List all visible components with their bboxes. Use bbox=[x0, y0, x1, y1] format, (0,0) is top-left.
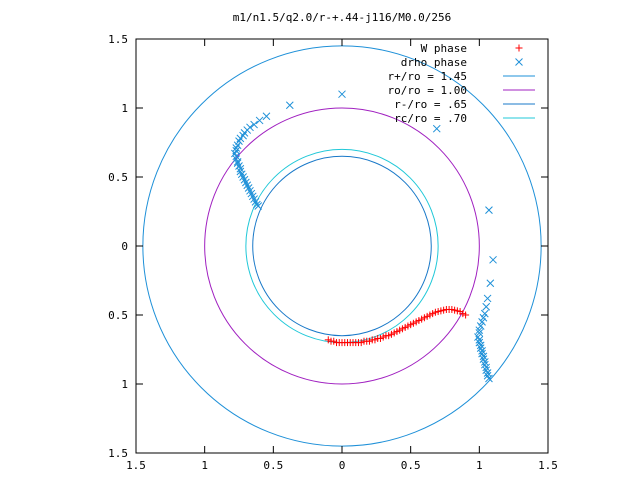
drho-phase-point bbox=[262, 112, 271, 121]
x-tick-label: 1.5 bbox=[126, 459, 146, 472]
chart-title: m1/n1.5/q2.0/r-+.44-j116/M0.0/256 bbox=[233, 11, 452, 24]
drho-phase-point bbox=[485, 374, 493, 383]
data-points bbox=[231, 90, 497, 383]
cross-b bbox=[485, 374, 493, 383]
y-tick-label: 1 bbox=[121, 378, 128, 391]
drho-phase-point bbox=[486, 279, 495, 288]
drho-phase-point bbox=[254, 202, 263, 210]
axis-ticks: 1.5 1 0.5 0 0.5 1 1.51.510.500.511.5 bbox=[108, 33, 558, 472]
drho-phase-point bbox=[338, 90, 346, 99]
legend-label: r-/ro = .65 bbox=[394, 98, 467, 111]
cross-b bbox=[251, 197, 260, 206]
plot-border bbox=[135, 38, 549, 454]
legend-label: rc/ro = .70 bbox=[394, 112, 467, 125]
cross-b bbox=[285, 101, 294, 110]
x-tick-label: 1 bbox=[476, 459, 483, 472]
drho-phase-point bbox=[485, 206, 493, 214]
drho-phase-point bbox=[482, 302, 491, 311]
y-tick-label: 1.5 bbox=[108, 33, 128, 46]
drho-phase-point bbox=[479, 313, 488, 322]
cross-b bbox=[232, 144, 241, 152]
reference-circle-3 bbox=[245, 148, 439, 344]
reference-circle-1 bbox=[204, 107, 480, 385]
x-tick-label: 1.5 bbox=[538, 459, 558, 472]
drho-phase-point bbox=[240, 128, 249, 137]
x-tick-label: 0.5 bbox=[263, 459, 283, 472]
drho-phase-point bbox=[250, 120, 258, 129]
drho-phase-point bbox=[233, 157, 242, 166]
cross-b bbox=[232, 155, 241, 163]
cross-b bbox=[250, 195, 258, 203]
y-tick-label: 0.5 bbox=[108, 309, 128, 322]
plot-frame bbox=[135, 38, 549, 454]
drho-phase-point bbox=[285, 101, 294, 110]
cross-b bbox=[233, 159, 242, 168]
cross-b bbox=[247, 189, 256, 198]
cross-b bbox=[432, 124, 441, 133]
cross-b bbox=[246, 186, 254, 195]
cross-b bbox=[476, 322, 485, 330]
drho-phase-point bbox=[475, 329, 484, 337]
legend-label: drho phase bbox=[401, 56, 467, 69]
y-tick-label: 1 bbox=[121, 102, 128, 115]
reference-circle-2 bbox=[252, 155, 432, 337]
cross-b bbox=[479, 313, 488, 322]
cross-b bbox=[255, 116, 264, 125]
drho-phase-point bbox=[255, 116, 264, 125]
w-phase-point bbox=[462, 311, 470, 319]
drho-phase-point bbox=[236, 134, 245, 143]
y-tick-label: 1.5 bbox=[108, 447, 128, 460]
legend-label: W phase bbox=[421, 42, 467, 55]
drho-phase-point bbox=[231, 149, 239, 158]
cross-b bbox=[483, 371, 492, 380]
cross-b bbox=[262, 112, 271, 121]
legend-label: r+/ro = 1.45 bbox=[388, 70, 467, 83]
cross-b bbox=[338, 90, 346, 99]
legend-cross-marker bbox=[515, 58, 523, 66]
reference-circles bbox=[142, 45, 542, 447]
drho-phase-point bbox=[478, 318, 486, 326]
cross-b bbox=[478, 318, 486, 326]
cross-b bbox=[486, 279, 495, 288]
cross-b bbox=[235, 137, 243, 145]
legend-label: ro/ro = 1.00 bbox=[388, 84, 467, 97]
cross-b bbox=[233, 157, 242, 166]
drho-phase-point bbox=[480, 309, 489, 318]
x-tick-label: 0.5 bbox=[401, 459, 421, 472]
cross-b bbox=[480, 309, 489, 318]
cross-b bbox=[250, 120, 258, 129]
cross-b bbox=[489, 255, 497, 264]
cross-b bbox=[239, 173, 247, 181]
y-tick-label: 0 bbox=[121, 240, 128, 253]
cross-b bbox=[243, 181, 252, 190]
cross-b bbox=[485, 206, 493, 214]
drho-phase-point bbox=[235, 137, 243, 145]
cross-b bbox=[515, 58, 523, 66]
cross-b bbox=[475, 326, 484, 335]
cross-b bbox=[244, 184, 253, 192]
drho-phase-point bbox=[432, 124, 441, 133]
cross-b bbox=[475, 329, 484, 337]
drho-phase-point bbox=[483, 294, 492, 303]
cross-b bbox=[242, 178, 250, 187]
cross-b bbox=[236, 167, 245, 176]
drho-phase-point bbox=[475, 326, 484, 335]
reference-circle-0 bbox=[142, 45, 542, 447]
cross-b bbox=[248, 192, 257, 201]
x-tick-label: 1 bbox=[201, 459, 208, 472]
legend-plus-marker bbox=[515, 44, 523, 52]
x-tick-label: 0 bbox=[339, 459, 346, 472]
cross-b bbox=[254, 202, 263, 210]
drho-phase-point bbox=[476, 322, 485, 330]
cross-b bbox=[240, 175, 249, 184]
cross-b bbox=[483, 294, 492, 303]
cross-b bbox=[482, 302, 491, 311]
cross-b bbox=[237, 170, 246, 179]
y-tick-label: 0.5 bbox=[108, 171, 128, 184]
drho-phase-point bbox=[489, 255, 497, 264]
